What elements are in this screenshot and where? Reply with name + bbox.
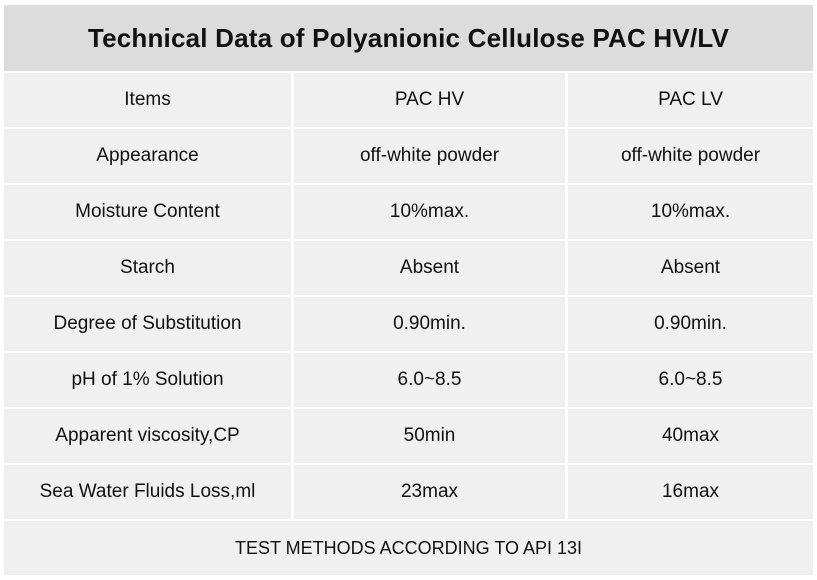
pac-hv-value: 50min	[294, 409, 565, 463]
table-row: Sea Water Fluids Loss,ml 23max 16max	[4, 465, 813, 519]
item-label: Degree of Substitution	[4, 297, 291, 351]
spec-table: Items PAC HV PAC LV Appearance off-white…	[4, 73, 813, 521]
column-header-items: Items	[4, 73, 291, 127]
pac-lv-value: Absent	[568, 241, 813, 295]
pac-hv-value: off-white powder	[294, 129, 565, 183]
pac-lv-value: 0.90min.	[568, 297, 813, 351]
pac-lv-value: 16max	[568, 465, 813, 519]
table-row: Moisture Content 10%max. 10%max.	[4, 185, 813, 239]
pac-hv-value: 23max	[294, 465, 565, 519]
pac-hv-value: 6.0~8.5	[294, 353, 565, 407]
table-row: Apparent viscosity,CP 50min 40max	[4, 409, 813, 463]
column-header-pac-hv: PAC HV	[294, 73, 565, 127]
table-row: Appearance off-white powder off-white po…	[4, 129, 813, 183]
item-label: Appearance	[4, 129, 291, 183]
table-header-row: Items PAC HV PAC LV	[4, 73, 813, 127]
pac-lv-value: off-white powder	[568, 129, 813, 183]
item-label: pH of 1% Solution	[4, 353, 291, 407]
title-bar: Technical Data of Polyanionic Cellulose …	[4, 5, 813, 71]
item-label: Sea Water Fluids Loss,ml	[4, 465, 291, 519]
page-title: Technical Data of Polyanionic Cellulose …	[87, 22, 730, 53]
item-label: Starch	[4, 241, 291, 295]
pac-lv-value: 10%max.	[568, 185, 813, 239]
pac-hv-value: 10%max.	[294, 185, 565, 239]
column-header-pac-lv: PAC LV	[568, 73, 813, 127]
pac-lv-value: 40max	[568, 409, 813, 463]
table-row: pH of 1% Solution 6.0~8.5 6.0~8.5	[4, 353, 813, 407]
pac-hv-value: 0.90min.	[294, 297, 565, 351]
pac-lv-value: 6.0~8.5	[568, 353, 813, 407]
item-label: Apparent viscosity,CP	[4, 409, 291, 463]
pac-hv-value: Absent	[294, 241, 565, 295]
test-methods-note: TEST METHODS ACCORDING TO API 13I	[4, 521, 813, 575]
item-label: Moisture Content	[4, 185, 291, 239]
table-row: Starch Absent Absent	[4, 241, 813, 295]
table-row: Degree of Substitution 0.90min. 0.90min.	[4, 297, 813, 351]
